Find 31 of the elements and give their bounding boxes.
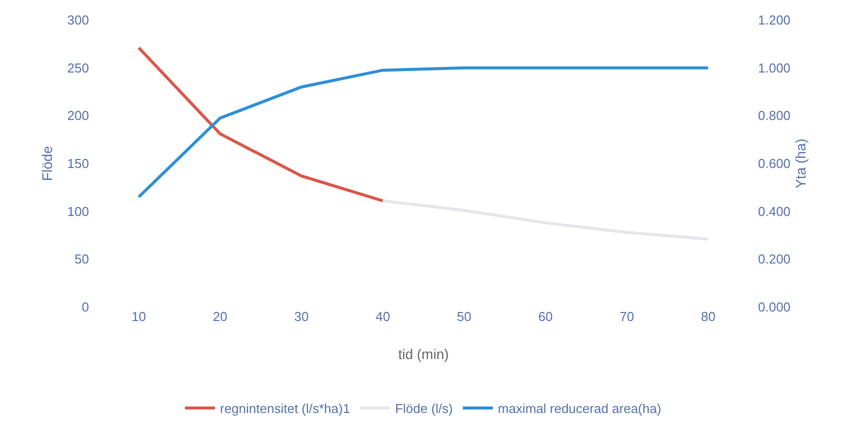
legend-label: maximal reducerad area(ha) <box>498 401 662 416</box>
legend-label: Flöde (l/s) <box>395 401 453 416</box>
y-axis-title: Flöde <box>39 146 55 182</box>
x-tick-label: 30 <box>294 309 309 324</box>
line-series <box>381 199 710 241</box>
y-tick-label: 300 <box>67 12 89 28</box>
y2-axis-title: Yta (ha) <box>792 138 809 188</box>
y-tick-label: 100 <box>67 204 89 219</box>
y-tick-label: 50 <box>74 252 89 267</box>
y-tick-label: 250 <box>67 60 89 76</box>
x-tick-label: 10 <box>132 309 146 324</box>
x-tick-label: 40 <box>376 309 390 324</box>
y2-tick-label: 0.200 <box>758 252 791 267</box>
x-axis-title: tid (min) <box>398 346 449 362</box>
x-tick-label: 20 <box>212 309 228 324</box>
y2-tick-label: 1.200 <box>758 12 791 28</box>
y2-tick-label: 0.000 <box>758 300 791 315</box>
y-tick-label: 150 <box>67 156 89 172</box>
line-series <box>137 66 710 198</box>
line-series <box>137 46 384 202</box>
x-tick-label: 60 <box>538 309 553 324</box>
y2-tick-label: 0.800 <box>758 108 791 124</box>
y2-tick-label: 1.000 <box>758 60 791 76</box>
y-tick-label: 200 <box>67 108 89 124</box>
x-tick-label: 50 <box>456 309 472 324</box>
x-tick-label: 80 <box>700 309 716 324</box>
y2-tick-label: 0.600 <box>758 156 791 172</box>
y-tick-label: 0 <box>82 300 89 315</box>
x-tick-label: 70 <box>620 309 634 324</box>
legend-label: regnintensitet (l/s*ha)1 <box>220 401 350 416</box>
y2-tick-label: 0.400 <box>758 204 791 219</box>
